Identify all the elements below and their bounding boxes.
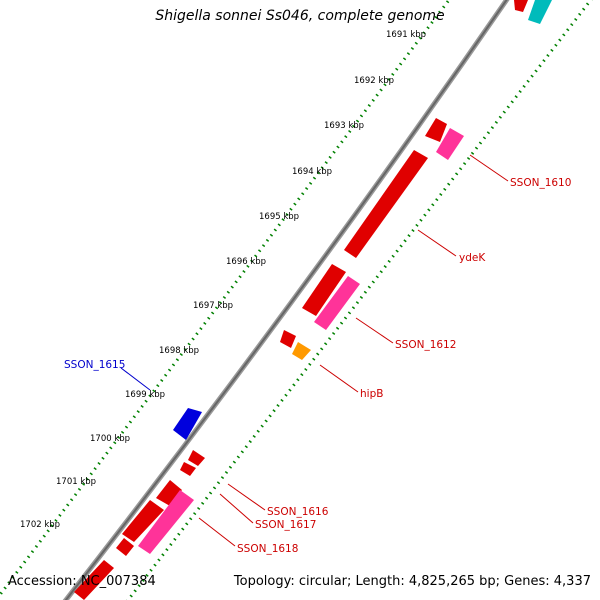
tick-labels: 1691 kbp 1692 kbp 1693 kbp 1694 kbp 1695…: [20, 30, 426, 530]
gene-label-sson-1610[interactable]: SSON_1610: [510, 177, 571, 189]
tick-1700: 1700 kbp: [90, 434, 130, 444]
tick-1696: 1696 kbp: [226, 257, 266, 267]
gene-feature-red-1617b[interactable]: [122, 500, 164, 542]
gene-label-sson-1616[interactable]: SSON_1616: [267, 506, 329, 518]
gene-label-sson-1612[interactable]: SSON_1612: [395, 339, 456, 351]
tick-1694: 1694 kbp: [292, 167, 332, 177]
gene-feature-teal-top[interactable]: [528, 0, 552, 24]
gene-feature-pink-1612[interactable]: [314, 276, 360, 330]
gene-feature-pink-1618[interactable]: [138, 490, 194, 554]
gene-feature-red-1610a[interactable]: [425, 118, 447, 142]
gene-label-sson-1617[interactable]: SSON_1617: [255, 519, 316, 531]
gene-feature-orange-hipb[interactable]: [292, 342, 311, 360]
gene-feature-red-1616a[interactable]: [188, 450, 205, 466]
gene-feature-red-1616b[interactable]: [180, 462, 196, 476]
gene-feature-red-1617a[interactable]: [156, 480, 182, 506]
gene-feature-red-1612[interactable]: [302, 264, 346, 316]
gene-label-ydek[interactable]: ydeK: [459, 252, 486, 264]
gene-feature-red-1618a[interactable]: [116, 538, 134, 556]
tick-1701: 1701 kbp: [56, 477, 96, 487]
gene-label-hipb[interactable]: hipB: [360, 388, 383, 400]
tick-1698: 1698 kbp: [159, 346, 199, 356]
tick-1693: 1693 kbp: [324, 121, 364, 131]
tick-1697: 1697 kbp: [193, 301, 233, 311]
tick-1695: 1695 kbp: [259, 212, 299, 222]
gene-feature-red-hipb[interactable]: [280, 330, 296, 348]
topology-summary: Topology: circular; Length: 4,825,265 bp…: [233, 574, 591, 589]
gene-labels: SSON_1610 ydeK SSON_1612 hipB SSON_1615 …: [64, 177, 571, 555]
tick-1691: 1691 kbp: [386, 30, 426, 40]
inner-tick-ring: [126, 0, 593, 600]
gene-feature-red-1618b[interactable]: [74, 560, 114, 600]
accession-label: Accession: NC_007384: [8, 574, 156, 589]
gene-feature-red-top[interactable]: [514, 0, 528, 12]
gene-feature-blue-1615[interactable]: [173, 408, 202, 440]
tick-1692: 1692 kbp: [354, 76, 394, 86]
gene-label-sson-1618[interactable]: SSON_1618: [237, 543, 298, 555]
gene-label-sson-1615[interactable]: SSON_1615: [64, 359, 125, 371]
gene-feature-ydek[interactable]: [344, 150, 428, 258]
tick-1699: 1699 kbp: [125, 390, 165, 400]
tick-1702: 1702 kbp: [20, 520, 60, 530]
gene-feature-pink-1610[interactable]: [436, 128, 464, 160]
outer-tick-ring: [0, 0, 451, 598]
label-connectors: [120, 154, 509, 547]
map-title: Shigella sonnei Ss046, complete genome: [155, 8, 445, 24]
